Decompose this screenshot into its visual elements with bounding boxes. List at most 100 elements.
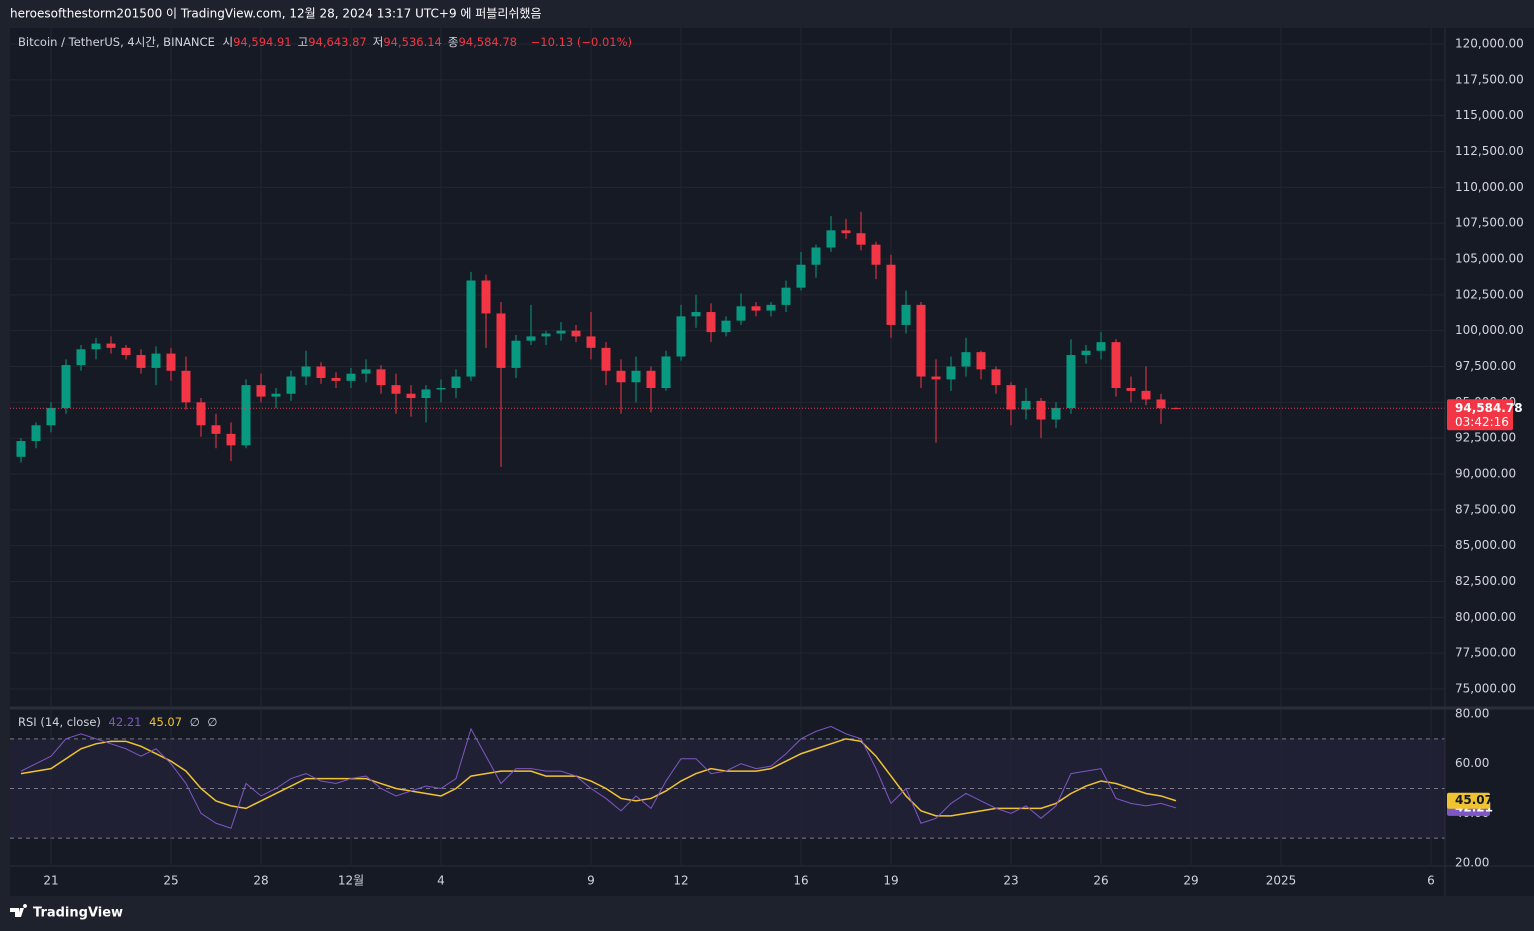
candle-body: [31, 425, 41, 442]
candle-body: [1006, 385, 1016, 410]
candle-body: [46, 408, 56, 426]
candle-body: [121, 347, 131, 356]
y-tick-label: 105,000.00: [1455, 252, 1524, 266]
candle-body: [616, 370, 626, 383]
candle-body: [301, 366, 311, 377]
candle-body: [1051, 408, 1061, 420]
y-tick-label: 112,500.00: [1455, 144, 1524, 158]
candle-body: [1111, 342, 1121, 388]
value-badge: [1447, 792, 1490, 809]
candle-body: [106, 343, 116, 348]
y-tick-label: 77,500.00: [1455, 646, 1516, 660]
candle-body: [76, 349, 86, 366]
candle-body: [61, 365, 71, 409]
candle-body: [391, 385, 401, 394]
grid: [10, 28, 1445, 865]
change: −10.13 (−0.01%): [530, 35, 633, 49]
ohlc-label: 고: [297, 35, 309, 49]
candle-body: [826, 230, 836, 248]
candle-body: [331, 377, 341, 381]
candle-body: [346, 373, 356, 381]
axes: 20.0040.0060.0080.0042.2145.0775,000.007…: [43, 37, 1523, 888]
symbol-title: Bitcoin / TetherUS, 4시간, BINANCE: [18, 35, 215, 49]
candle-body: [886, 264, 896, 325]
candle-body: [766, 304, 776, 311]
candle-body: [991, 369, 1001, 386]
candle-body: [466, 280, 476, 377]
ohlc-label: 종: [447, 35, 459, 49]
candle-body: [841, 230, 851, 234]
rsi-ma-value: 45.07: [149, 715, 183, 729]
ohlc-value: 94,594.91: [233, 35, 292, 49]
x-tick-label: 6: [1427, 874, 1435, 888]
candle-body: [1156, 399, 1166, 409]
y-tick-label: 92,500.00: [1455, 431, 1516, 445]
candle-body: [91, 343, 101, 350]
price-badge-label: 94,584.78: [1455, 401, 1523, 415]
candle-body: [526, 336, 536, 341]
candle-body: [481, 280, 491, 314]
candle-body: [376, 369, 386, 386]
rsi-legend: RSI (14, close) 42.21 45.07 ∅ ∅: [18, 715, 221, 729]
ohlc-value: 94,643.87: [308, 35, 367, 49]
countdown: 03:42:16: [1455, 415, 1509, 429]
y-tick-label: 75,000.00: [1455, 682, 1516, 696]
candle-body: [151, 353, 161, 368]
candle-body: [796, 264, 806, 288]
y-tick-label: 107,500.00: [1455, 216, 1524, 230]
candle-body: [271, 393, 281, 397]
candle-body: [976, 352, 986, 370]
price-badge: [1447, 399, 1513, 431]
candle-body: [436, 388, 446, 390]
x-tick-label: 19: [883, 874, 898, 888]
candle-body: [1141, 390, 1151, 400]
ohlc-label: 저: [372, 35, 384, 49]
y-tick-label: 80,000.00: [1455, 610, 1516, 624]
candle-body: [166, 353, 176, 371]
candle-body: [946, 366, 956, 380]
candle-body: [256, 385, 266, 397]
brand: TradingView: [33, 906, 123, 921]
candle-body: [211, 425, 221, 434]
rsi-line: [20, 738, 1177, 817]
candle-body: [1081, 350, 1091, 356]
candle-body: [601, 347, 611, 371]
candle-body: [1126, 388, 1136, 391]
y-tick-label: 110,000.00: [1455, 180, 1524, 194]
candle-body: [646, 370, 656, 388]
candle-body: [241, 385, 251, 446]
footer-bar: [0, 897, 1534, 931]
candle-body: [661, 356, 671, 388]
x-tick-label: 4: [437, 874, 445, 888]
x-tick-label: 21: [43, 874, 58, 888]
candle-body: [196, 402, 206, 426]
candle-body: [421, 389, 431, 399]
top-bar: [0, 0, 1534, 27]
candle-body: [511, 340, 521, 368]
x-tick-label: 23: [1003, 874, 1018, 888]
rsi-extra: ∅: [207, 715, 218, 729]
marks: [10, 211, 1445, 829]
candle-body: [931, 376, 941, 380]
y-tick-label: 20.00: [1455, 856, 1489, 870]
x-tick-label: 12: [673, 874, 688, 888]
rsi-title: RSI (14, close): [18, 715, 101, 729]
candle-body: [571, 330, 581, 337]
candle-body: [586, 336, 596, 348]
x-tick-label: 26: [1093, 874, 1108, 888]
x-tick-label: 2025: [1266, 874, 1297, 888]
candle-body: [721, 320, 731, 333]
y-tick-label: 115,000.00: [1455, 108, 1524, 122]
y-tick-label: 87,500.00: [1455, 502, 1516, 516]
candle-body: [901, 304, 911, 325]
candle-body: [556, 330, 566, 334]
candle-body: [781, 287, 791, 305]
y-tick-label: 100,000.00: [1455, 323, 1524, 337]
candle-body: [451, 376, 461, 388]
candle-body: [286, 376, 296, 394]
ohlc-value: 94,584.78: [458, 35, 517, 49]
x-tick-label: 12월: [338, 874, 364, 888]
candle-body: [916, 304, 926, 377]
